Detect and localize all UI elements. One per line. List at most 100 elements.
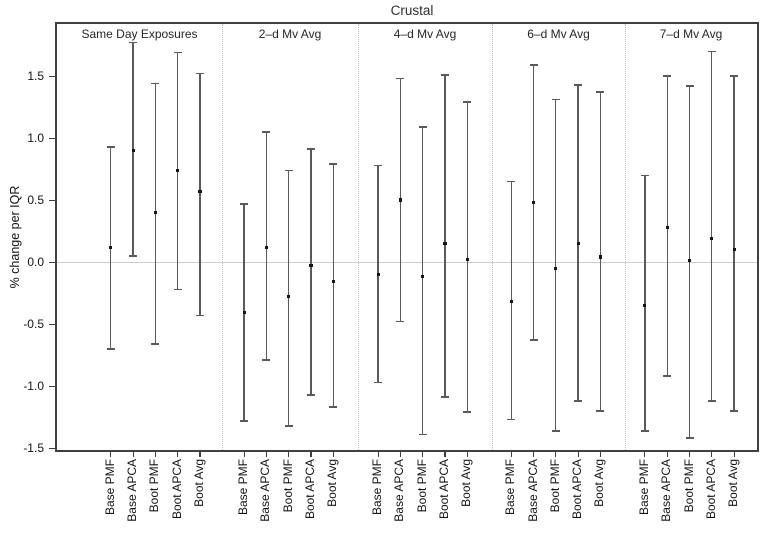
ci-cap-top xyxy=(284,169,293,172)
ci-cap-top xyxy=(663,75,672,77)
panel-label: 2–d Mv Avg xyxy=(258,27,322,41)
x-axis-tick xyxy=(110,452,112,457)
x-category-label: Boot Avg xyxy=(192,459,206,507)
point-estimate-marker xyxy=(554,266,558,270)
y-axis-tick xyxy=(49,385,55,387)
x-axis-tick xyxy=(177,452,179,457)
zero-reference-line xyxy=(57,262,757,263)
x-axis-tick xyxy=(577,452,579,457)
x-axis-tick xyxy=(265,452,267,457)
plot-frame xyxy=(55,22,759,452)
x-axis-tick xyxy=(132,452,134,457)
point-estimate-marker xyxy=(109,245,113,249)
error-bar-line xyxy=(310,149,312,395)
ci-cap-top xyxy=(685,85,694,87)
error-bar-line xyxy=(466,102,468,413)
y-axis-tick xyxy=(49,199,55,201)
ci-cap-bottom xyxy=(551,429,560,432)
ci-cap-bottom xyxy=(284,424,293,427)
error-bar-line xyxy=(555,99,557,431)
x-category-label: Boot PMF xyxy=(280,459,295,513)
point-estimate-marker xyxy=(176,168,180,172)
point-estimate-marker xyxy=(131,148,135,152)
x-axis-tick xyxy=(199,452,201,457)
x-category-label: Base APCA xyxy=(392,459,407,522)
panel-label: 6–d Mv Avg xyxy=(527,27,590,41)
point-estimate-marker xyxy=(687,259,692,263)
ci-cap-top xyxy=(262,131,271,133)
panel-label: Same Day Exposures xyxy=(81,27,198,41)
ci-cap-top xyxy=(106,145,115,148)
point-estimate-marker xyxy=(421,275,425,279)
ci-cap-bottom xyxy=(596,410,605,412)
y-tick-label: -1.5 xyxy=(23,441,44,455)
ci-cap-top xyxy=(374,164,383,167)
y-tick-label: -0.5 xyxy=(23,317,44,331)
y-axis-tick xyxy=(49,75,55,77)
x-axis-tick xyxy=(688,452,691,457)
ci-cap-top xyxy=(329,163,338,165)
x-category-label: Boot Avg xyxy=(325,459,340,507)
point-estimate-marker xyxy=(153,210,157,214)
ci-cap-top xyxy=(529,64,538,66)
panel-separator-line xyxy=(358,24,359,450)
x-category-label: Boot PMF xyxy=(547,459,562,513)
ci-cap-top xyxy=(240,203,249,205)
panel-label: 7–d Mv Avg xyxy=(659,27,723,41)
ci-cap-bottom xyxy=(396,320,405,323)
x-axis-tick xyxy=(154,452,156,457)
x-category-label: Boot APCA xyxy=(303,459,317,520)
error-bar-line xyxy=(199,73,201,316)
panel-separator-line xyxy=(222,24,223,450)
ci-cap-bottom xyxy=(707,400,716,402)
error-bar-line xyxy=(711,51,713,401)
x-category-label: Base APCA xyxy=(125,459,140,522)
point-estimate-marker xyxy=(198,189,202,193)
x-category-label: Base PMF xyxy=(370,459,385,516)
point-estimate-marker xyxy=(732,248,736,252)
point-estimate-marker xyxy=(398,198,402,202)
point-estimate-marker xyxy=(665,225,669,229)
ci-cap-top xyxy=(173,51,182,54)
error-bar-line xyxy=(644,175,646,431)
panel-separator-line xyxy=(625,24,626,450)
point-estimate-marker xyxy=(264,245,268,249)
point-estimate-marker xyxy=(331,280,335,284)
ci-cap-top xyxy=(463,101,472,103)
point-estimate-marker xyxy=(643,303,647,307)
ci-cap-bottom xyxy=(329,406,338,408)
ci-cap-top xyxy=(707,50,716,53)
x-category-label: Boot PMF xyxy=(414,459,429,513)
x-axis-tick xyxy=(599,452,601,457)
point-estimate-marker xyxy=(576,241,580,245)
x-category-label: Base APCA xyxy=(659,459,674,522)
point-estimate-marker xyxy=(465,257,469,262)
point-estimate-marker xyxy=(242,311,246,315)
ci-cap-top xyxy=(730,75,739,77)
ci-cap-top xyxy=(441,74,449,76)
x-axis-tick xyxy=(510,452,512,457)
error-bar-line xyxy=(332,164,334,408)
x-category-label: Base PMF xyxy=(636,459,651,516)
ci-cap-top xyxy=(551,98,560,101)
ci-cap-top xyxy=(129,41,138,44)
x-axis-tick xyxy=(711,452,713,457)
ci-cap-top xyxy=(418,126,427,128)
point-estimate-marker xyxy=(710,236,714,241)
point-estimate-marker xyxy=(443,241,447,245)
x-category-label: Boot PMF xyxy=(147,459,162,513)
point-estimate-marker xyxy=(598,255,602,259)
point-estimate-marker xyxy=(309,264,313,268)
ci-cap-top xyxy=(507,180,516,183)
y-tick-label: 1.5 xyxy=(27,69,44,83)
ci-cap-top xyxy=(307,148,315,151)
ci-cap-bottom xyxy=(106,348,115,350)
y-tick-label: 0.0 xyxy=(27,255,44,269)
ci-cap-bottom xyxy=(262,359,271,361)
ci-cap-bottom xyxy=(374,381,383,384)
x-axis-tick xyxy=(288,452,290,457)
ci-cap-bottom xyxy=(173,288,182,291)
x-axis-tick xyxy=(444,452,446,457)
x-category-label: Base PMF xyxy=(503,459,518,516)
panel-separator-line xyxy=(492,24,493,450)
